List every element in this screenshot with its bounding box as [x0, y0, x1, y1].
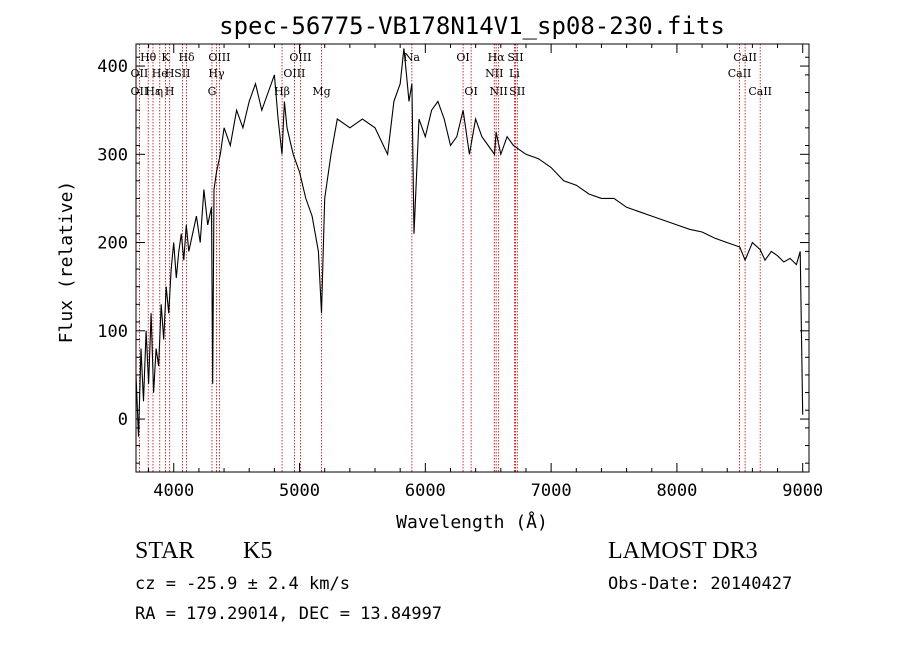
y-axis-label: Flux (relative): [56, 181, 77, 344]
x-tick-label: 7000: [531, 481, 572, 501]
plot-frame: [135, 43, 810, 473]
y-tick-label: 400: [97, 57, 128, 77]
line-marker-label: Hε: [145, 85, 161, 98]
spectrum-line: [135, 48, 804, 437]
line-marker-label: H: [165, 85, 175, 98]
line-marker-label: SII: [509, 85, 525, 98]
line-marker-label: CaII: [748, 85, 772, 98]
y-tick-label: 0: [118, 410, 128, 430]
line-marker-label: G: [208, 85, 217, 98]
line-marker-label: Na: [404, 51, 421, 64]
x-tick-label: 5000: [279, 481, 320, 501]
line-marker-label: Hδ: [178, 51, 195, 64]
line-marker-label: H: [165, 67, 175, 80]
line-marker-label: NII: [490, 85, 508, 98]
x-tick-label: 4000: [153, 481, 194, 501]
line-marker-label: Hα: [488, 51, 506, 64]
y-axis-ticks: 0 100 200 300 400: [97, 56, 809, 464]
y-tick-label: 300: [97, 145, 128, 165]
object-class: STAR: [135, 538, 195, 564]
sky-coordinates: RA = 179.29014, DEC = 13.84997: [135, 604, 443, 624]
line-marker-label: OIII: [208, 51, 230, 64]
line-marker-label: OII: [131, 67, 149, 80]
observation-date: Obs-Date: 20140427: [608, 574, 793, 594]
line-marker-label: Li: [509, 67, 520, 80]
line-marker-label: OI: [456, 51, 469, 64]
y-tick-label: 100: [97, 322, 128, 342]
y-tick-label: 200: [97, 234, 128, 254]
x-axis-ticks: 4000 5000 6000 7000 8000 9000: [148, 44, 823, 501]
line-marker-label: Hθ: [140, 51, 157, 64]
x-tick-label: 8000: [656, 481, 697, 501]
x-tick-label: 9000: [782, 481, 823, 501]
line-marker-label: OII: [131, 85, 149, 98]
line-marker-label: NII: [485, 67, 503, 80]
survey-name: LAMOST DR3: [608, 538, 758, 564]
line-marker-label: CaII: [733, 51, 757, 64]
object-subclass: K5: [243, 538, 273, 564]
line-marker-label: SII: [174, 67, 190, 80]
line-marker-label: SII: [507, 51, 523, 64]
line-marker-label: Hβ: [274, 85, 290, 98]
line-marker-label: Mg: [312, 85, 330, 98]
line-marker-label: He: [152, 67, 168, 80]
chart-title: spec-56775-VB178N14V1_sp08-230.fits: [219, 12, 725, 40]
line-marker-label: OIII: [289, 51, 311, 64]
line-marker-label: OIII: [283, 67, 305, 80]
line-marker-label: K: [161, 51, 170, 64]
spectral-line-markers: [138, 44, 761, 472]
line-marker-label: CaII: [728, 67, 752, 80]
line-marker-label: η: [156, 85, 163, 98]
line-marker-label: Hγ: [208, 67, 225, 80]
x-axis-label: Wavelength (Å): [396, 511, 548, 533]
redshift-cz: cz = -25.9 ± 2.4 km/s: [135, 574, 350, 594]
x-tick-label: 6000: [405, 481, 446, 501]
line-marker-label: OI: [464, 85, 477, 98]
